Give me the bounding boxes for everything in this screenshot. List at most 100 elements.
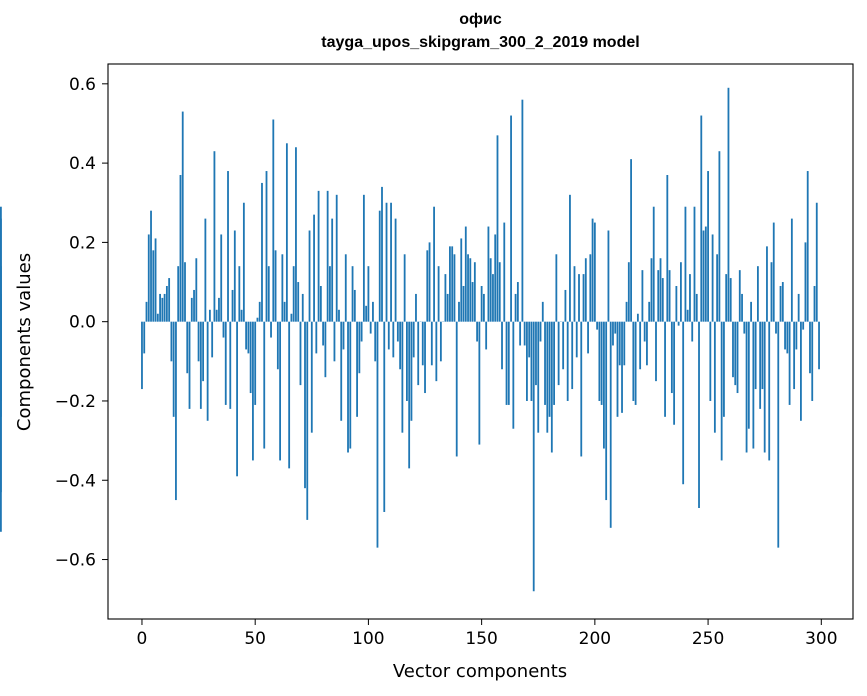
bar-243 (691, 321, 694, 342)
bar-271 (754, 321, 757, 390)
bar-267 (745, 321, 748, 453)
bar-124 (421, 321, 424, 366)
bar-67 (292, 266, 295, 322)
bar-208 (612, 321, 614, 346)
bar-52 (258, 301, 261, 322)
bar-33 (215, 309, 218, 322)
bar-9 (161, 297, 164, 322)
bar-240 (684, 206, 687, 322)
x-axis-label: Vector components (393, 661, 567, 682)
y-axis-label: Components values (14, 253, 35, 431)
bar-11 (165, 286, 168, 322)
bar-223 (646, 321, 648, 366)
bar-276 (766, 246, 768, 322)
bar-20 (186, 321, 189, 374)
bar-168 (521, 99, 524, 322)
bar-112 (394, 218, 397, 322)
bar-68 (295, 147, 297, 322)
bar-17 (179, 175, 182, 322)
bar-22 (190, 297, 193, 322)
bar-293 (804, 242, 807, 322)
bar-167 (519, 321, 522, 346)
bar-73 (306, 321, 309, 520)
bar-216 (630, 159, 632, 322)
bar-75 (310, 321, 313, 433)
bar-46 (245, 321, 248, 350)
bar-250 (707, 171, 709, 322)
bar-254 (716, 254, 719, 322)
bar-43 (238, 266, 241, 322)
bar-258 (725, 274, 728, 322)
bar-70 (299, 321, 302, 386)
bar-62 (281, 254, 284, 322)
bar-246 (698, 321, 700, 508)
bar-128 (430, 321, 433, 366)
bar-238 (680, 262, 682, 322)
bar-4 (150, 210, 152, 322)
bar-37 (224, 321, 227, 405)
bar-141 (460, 238, 463, 322)
bar-266 (743, 321, 746, 334)
bar-213 (623, 321, 626, 366)
bar-260 (729, 278, 732, 322)
bar-280 (775, 321, 777, 334)
bar-285 (786, 321, 789, 354)
bar-217 (632, 321, 635, 401)
bar-242 (689, 274, 691, 322)
bar-228 (657, 270, 660, 322)
bar-34 (218, 297, 220, 322)
bar-140 (458, 301, 460, 322)
bar-186 (562, 321, 565, 370)
bar-187 (564, 289, 567, 322)
bar-10 (163, 293, 166, 322)
bar-275 (763, 321, 766, 453)
bar-138 (453, 254, 456, 322)
x-tick-label: 250 (692, 629, 724, 649)
bar-92 (349, 321, 352, 449)
bar-132 (439, 321, 442, 362)
bar-249 (704, 226, 707, 322)
bar-118 (408, 321, 411, 469)
bar-257 (723, 321, 725, 417)
x-tick-label: 100 (352, 629, 384, 649)
bar-264 (738, 270, 741, 322)
bar-150 (480, 286, 483, 322)
bar-146 (471, 282, 474, 322)
bar-279 (772, 222, 775, 322)
bar-273 (759, 321, 762, 409)
bar-137 (451, 246, 454, 322)
bar-91 (347, 321, 349, 453)
bar-16 (177, 266, 180, 322)
bar-194 (580, 321, 583, 457)
bar-174 (535, 321, 537, 386)
bar-235 (673, 321, 676, 425)
bar-290 (797, 293, 800, 322)
bar-170 (526, 321, 528, 401)
bar-5 (152, 250, 155, 322)
bar-155 (492, 274, 494, 322)
bar-189 (569, 194, 571, 322)
bar-65 (288, 321, 291, 469)
bar-42 (236, 321, 238, 477)
bar-102 (372, 301, 374, 322)
bar-135 (446, 293, 449, 322)
bar-270 (752, 321, 755, 449)
bar-undefined (0, 293, 2, 322)
bar-71 (301, 293, 304, 322)
bar-89 (342, 321, 345, 350)
bar-262 (734, 321, 737, 386)
bar-221 (641, 270, 644, 322)
chart-title: офис (459, 11, 502, 28)
bar-183 (555, 254, 558, 322)
bar-160 (503, 222, 506, 322)
bar-142 (462, 286, 465, 322)
y-tick-label: 0.0 (69, 313, 96, 333)
bar-154 (489, 258, 492, 322)
bar-12 (168, 278, 171, 322)
bar-126 (426, 250, 429, 322)
bar-1 (143, 321, 146, 354)
bar-222 (643, 321, 646, 342)
bar-57 (270, 321, 272, 338)
bar-234 (670, 321, 673, 394)
bar-179 (546, 321, 549, 433)
